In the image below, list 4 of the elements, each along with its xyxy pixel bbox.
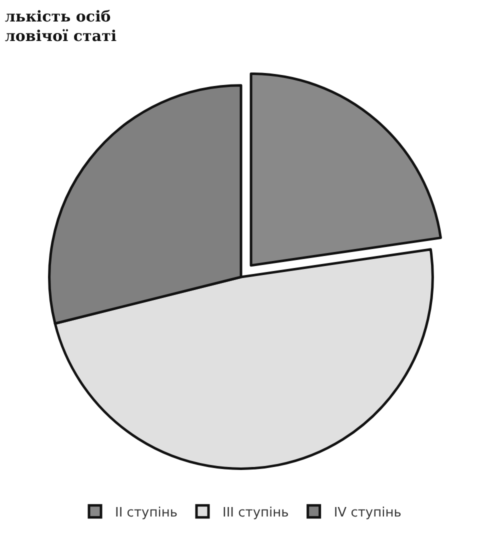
legend-label: IV ступінь <box>334 505 402 520</box>
legend-label: II ступінь <box>115 505 178 520</box>
chart-title: лькість осіб ловічої статі <box>4 7 117 45</box>
legend-label: III ступінь <box>222 505 289 520</box>
